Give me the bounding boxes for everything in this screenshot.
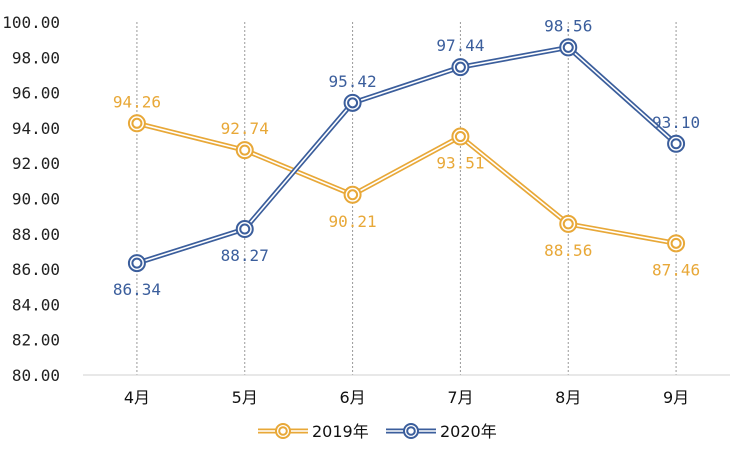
axes: 80.00 82.00 84.00 86.00 88.00 90.00 92.00 94.00… bbox=[2, 13, 730, 407]
data-point bbox=[559, 38, 578, 57]
data-point bbox=[343, 185, 362, 204]
data-label: 94.26 bbox=[113, 92, 161, 111]
data-point bbox=[667, 134, 686, 153]
data-point bbox=[235, 141, 254, 160]
data-label: 98.56 bbox=[544, 16, 592, 35]
x-tick-label: 7月 bbox=[447, 388, 473, 407]
y-tick-label: 92.00 bbox=[12, 154, 60, 173]
legend-label: 2020年 bbox=[440, 422, 497, 441]
series-group bbox=[127, 38, 686, 273]
data-labels: 94.26 92.74 90.21 93.51 88.56 87.46 86.34 88.27… bbox=[113, 16, 700, 299]
data-label: 88.27 bbox=[221, 246, 269, 265]
y-tick-label: 96.00 bbox=[12, 84, 60, 103]
data-label: 87.46 bbox=[652, 260, 700, 279]
series-line-inner bbox=[136, 122, 677, 245]
legend: 2019年 2020年 bbox=[258, 422, 497, 441]
y-tick-label: 94.00 bbox=[12, 119, 60, 138]
y-tick-label: 88.00 bbox=[12, 225, 60, 244]
data-label: 97.44 bbox=[436, 36, 484, 55]
data-label: 90.21 bbox=[328, 212, 376, 231]
data-point bbox=[127, 114, 146, 133]
y-tick-label: 100.00 bbox=[2, 13, 60, 32]
data-point bbox=[451, 58, 470, 77]
y-tick-label: 98.00 bbox=[12, 48, 60, 67]
x-tick-label: 6月 bbox=[339, 388, 365, 407]
y-tick-label: 82.00 bbox=[12, 331, 60, 350]
data-label: 93.10 bbox=[652, 113, 700, 132]
y-tick-label: 84.00 bbox=[12, 295, 60, 314]
y-tick-label: 86.00 bbox=[12, 260, 60, 279]
y-tick-label: 80.00 bbox=[12, 366, 60, 385]
legend-label: 2019年 bbox=[312, 422, 369, 441]
data-point bbox=[235, 220, 254, 239]
data-point bbox=[559, 214, 578, 233]
data-point bbox=[343, 93, 362, 112]
data-label: 95.42 bbox=[328, 72, 376, 91]
data-point bbox=[127, 254, 146, 273]
grid-lines bbox=[136, 22, 677, 375]
y-tick-label: 90.00 bbox=[12, 190, 60, 209]
data-label: 93.51 bbox=[436, 154, 484, 173]
data-point bbox=[667, 234, 686, 253]
data-point bbox=[451, 127, 470, 146]
legend-item: 2019年 bbox=[258, 422, 369, 441]
series-line-outer bbox=[136, 120, 677, 246]
x-tick-label: 4月 bbox=[124, 388, 150, 407]
x-tick-label: 8月 bbox=[555, 388, 581, 407]
data-label: 86.34 bbox=[113, 280, 161, 299]
legend-item: 2020年 bbox=[386, 422, 497, 441]
x-tick-label: 9月 bbox=[663, 388, 689, 407]
series-line-inner bbox=[136, 46, 677, 264]
data-label: 88.56 bbox=[544, 241, 592, 260]
x-tick-label: 5月 bbox=[232, 388, 258, 407]
data-label: 92.74 bbox=[221, 119, 269, 138]
